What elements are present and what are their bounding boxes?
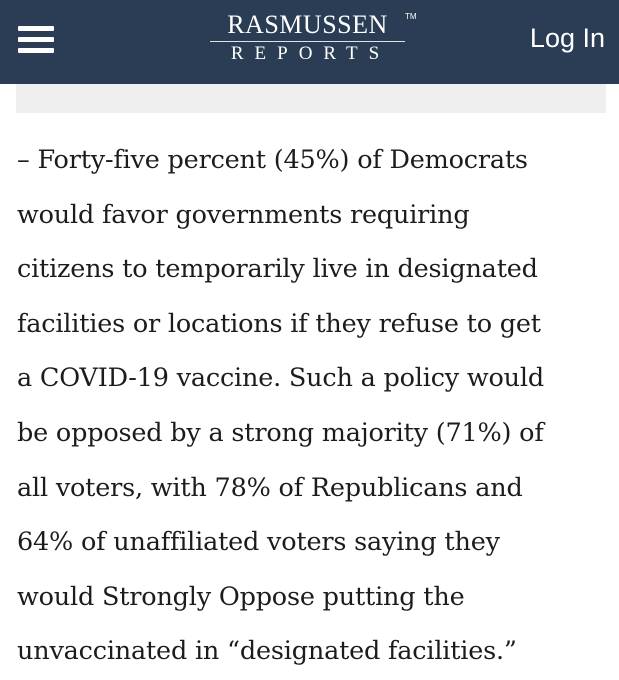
article-line: 64% of unaffiliated voters saying they — [17, 527, 500, 558]
article-line: be opposed by a strong majority (71%) of — [17, 417, 544, 448]
menu-bar — [18, 48, 54, 53]
logo-divider — [210, 41, 405, 42]
login-button[interactable]: Log In — [529, 23, 605, 53]
article-line: – Forty-five percent (45%) of Democrats — [17, 145, 528, 175]
menu-bar — [18, 26, 54, 31]
menu-bar — [18, 37, 54, 42]
article-body: – Forty-five percent (45%) of Democrats … — [17, 133, 613, 679]
site-logo[interactable]: RASMUSSEN TM REPORTS — [200, 10, 417, 72]
hamburger-menu-icon[interactable] — [18, 24, 54, 56]
ad-placeholder — [16, 84, 606, 113]
article-line: facilities or locations if they refuse t… — [17, 308, 541, 339]
logo-trademark: TM — [405, 12, 417, 21]
logo-wordmark-top: RASMUSSEN — [227, 10, 388, 39]
logo-wordmark-bottom: REPORTS — [230, 43, 391, 64]
article-line: citizens to temporarily live in designat… — [17, 254, 538, 285]
article-line: would favor governments requiring — [17, 199, 470, 230]
article-line: a COVID-19 vaccine. Such a policy would — [17, 363, 544, 394]
site-header: RASMUSSEN TM REPORTS Log In — [0, 0, 619, 84]
article-line: would Strongly Oppose putting the — [17, 581, 465, 612]
article-line: all voters, with 78% of Republicans and — [17, 472, 523, 503]
article-line: unvaccinated in “designated facilities.” — [17, 636, 517, 667]
